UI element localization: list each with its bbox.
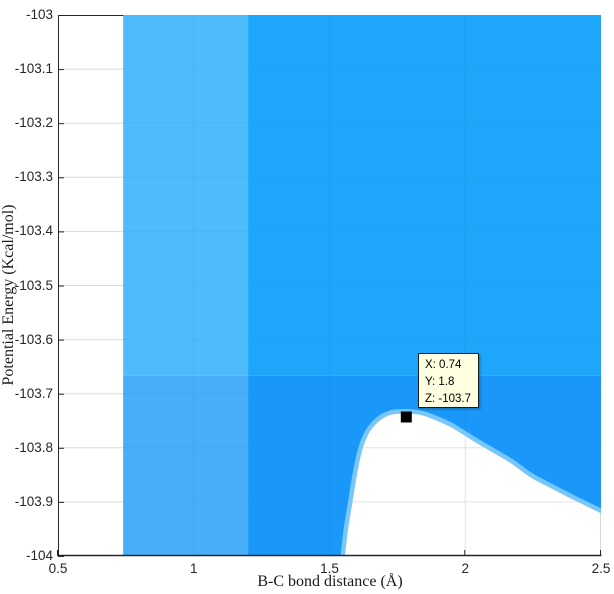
x-tick-label: 0.5	[48, 561, 68, 576]
surface-region-lower-left[interactable]	[123, 375, 249, 556]
x-tick-label: 1.5	[320, 561, 339, 576]
y-tick-label: -104	[25, 548, 53, 563]
y-tick-label: -103.2	[14, 115, 53, 131]
y-tick-label: -103.4	[14, 223, 53, 239]
y-tick-label: -103.5	[14, 277, 53, 293]
below-surface-notch	[345, 413, 601, 556]
x-tick-label: 1	[189, 561, 198, 576]
y-tick-label: -103.7	[14, 385, 53, 401]
x-tick-label: 2	[461, 561, 469, 576]
y-axis-label: Potential Energy (Kcal/mol)	[0, 204, 17, 386]
surface-region-upper-left[interactable]	[123, 15, 249, 376]
datatip-marker[interactable]	[400, 411, 412, 423]
y-tick-label: -103	[25, 7, 53, 22]
surface-region-upper-right[interactable]	[248, 15, 601, 376]
y-tick-label: -103.9	[14, 493, 53, 509]
y-tick-label: -103.1	[14, 61, 53, 77]
y-tick-label: -103.6	[14, 331, 53, 347]
x-tick-label: 2.5	[591, 561, 611, 576]
datatip-line-y: Y: 1.8	[425, 376, 455, 388]
y-tick-label: -103.3	[14, 169, 53, 185]
datatip-line-z: Z: -103.7	[425, 393, 472, 405]
datatip-line-x: X: 0.74	[425, 359, 462, 371]
datatip[interactable]: X: 0.74 Y: 1.8 Z: -103.7	[418, 353, 479, 408]
x-axis-label: B-C bond distance (Å)	[257, 573, 403, 590]
y-tick-label: -103.8	[14, 439, 53, 455]
